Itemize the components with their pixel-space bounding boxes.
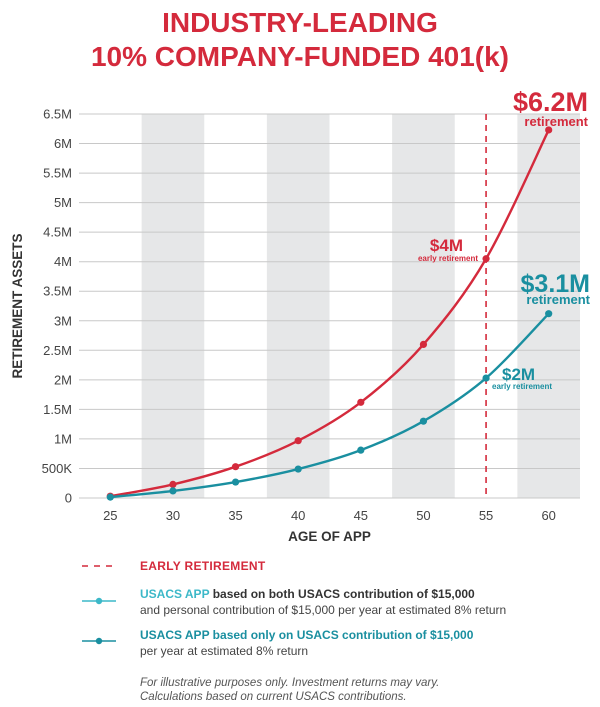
series-1-point-3 (294, 465, 302, 473)
y-tick-label-7: 3.5M (43, 284, 72, 299)
legend-both-contrib-rest-a: based on both USACS contribution of $15,… (209, 587, 475, 601)
x-tick-label-1: 30 (166, 508, 180, 523)
series-0-point-4 (357, 398, 365, 406)
x-tick-label-3: 40 (291, 508, 305, 523)
series-0-point-6 (482, 255, 490, 263)
y-tick-label-8: 4M (54, 254, 72, 269)
legend-both-contrib-swatch (82, 597, 116, 605)
y-tick-label-5: 2.5M (43, 343, 72, 358)
series-1-point-6 (482, 374, 490, 382)
shaded-band-0 (141, 114, 205, 498)
y-tick-label-0: 0 (65, 491, 72, 506)
legend-both-contrib-rest-b: and personal contribution of $15,000 per… (140, 603, 507, 617)
series-0-point-5 (419, 340, 428, 348)
y-axis-label: RETIREMENT ASSETS (10, 233, 25, 378)
y-tick-label-3: 1.5M (43, 402, 72, 417)
annotation-teal-final-value: $3.1M (521, 270, 590, 298)
x-tick-label-4: 45 (354, 508, 368, 523)
annotation-teal-early-value: $2M (502, 365, 535, 384)
series-0-point-7 (545, 126, 553, 134)
x-tick-label-5: 50 (416, 508, 430, 523)
retirement-chart: 0 500K 1M 1.5M 2M 2.5M 3M 3.5M 4M 4.5M 5M 5.5M 6M 6.5… (10, 87, 591, 544)
series-1-point-4 (357, 446, 365, 454)
annotation-red-early-caption: early retirement (418, 254, 478, 263)
legend-both-contrib-bold: USACS APP (140, 587, 210, 601)
legend-early-retirement-swatch (82, 565, 116, 567)
series-0-point-3 (294, 437, 302, 445)
y-tick-label-11: 5.5M (43, 166, 72, 181)
y-tick-label-10: 5M (54, 195, 72, 210)
x-axis-label: AGE OF APP (288, 529, 371, 544)
chart-title-line1: INDUSTRY-LEADING (162, 7, 438, 38)
disclaimer-line2: Calculations based on current USACS cont… (140, 691, 407, 703)
chart-title-line2: 10% COMPANY-FUNDED 401(k) (90, 41, 510, 72)
shaded-band-3 (517, 114, 580, 498)
legend-both-contrib-text: USACS APP based on both USACS contributi… (140, 586, 506, 618)
x-tick-label-0: 25 (103, 508, 117, 523)
y-tick-label-2: 1M (54, 431, 72, 446)
legend-usacs-only-swatch (82, 637, 116, 645)
legend-usacs-only-bold: USACS APP based only on USACS contributi… (140, 628, 474, 642)
y-tick-label-9: 4.5M (43, 225, 72, 240)
series-1-point-1 (169, 487, 177, 495)
legend-usacs-only-rest: per year at estimated 8% return (140, 644, 309, 658)
y-tick-label-13: 6.5M (43, 107, 72, 122)
series-1-point-0 (106, 493, 114, 501)
x-tick-label-7: 60 (541, 508, 555, 523)
series-1-point-2 (231, 478, 240, 486)
shaded-band-2 (392, 114, 455, 498)
annotation-red-final-caption: retirement (524, 114, 588, 129)
disclaimer-note: For illustrative purposes only. Investme… (140, 676, 439, 704)
annotation-teal-early-caption: early retirement (492, 382, 552, 391)
y-tick-label-6: 3M (54, 313, 72, 328)
series-0-point-1 (169, 480, 177, 489)
x-tick-label-2: 35 (228, 508, 242, 523)
shaded-band-1 (266, 114, 330, 498)
annotation-red-final-value: $6.2M (513, 87, 588, 117)
x-tick-label-6: 55 (479, 508, 493, 523)
y-tick-label-4: 2M (54, 372, 72, 387)
y-tick-label-1: 500K (42, 461, 73, 476)
series-1-point-7 (545, 310, 553, 318)
legend-early-retirement-label: EARLY RETIREMENT (140, 559, 266, 573)
y-tick-label-12: 6M (54, 136, 72, 151)
legend-usacs-only-text: USACS APP based only on USACS contributi… (140, 627, 473, 659)
series-0-point-2 (231, 463, 240, 471)
annotation-red-early-value: $4M (430, 236, 463, 255)
annotation-teal-final-caption: retirement (526, 292, 590, 307)
series-1-point-5 (419, 417, 428, 425)
disclaimer-line1: For illustrative purposes only. Investme… (140, 677, 440, 689)
